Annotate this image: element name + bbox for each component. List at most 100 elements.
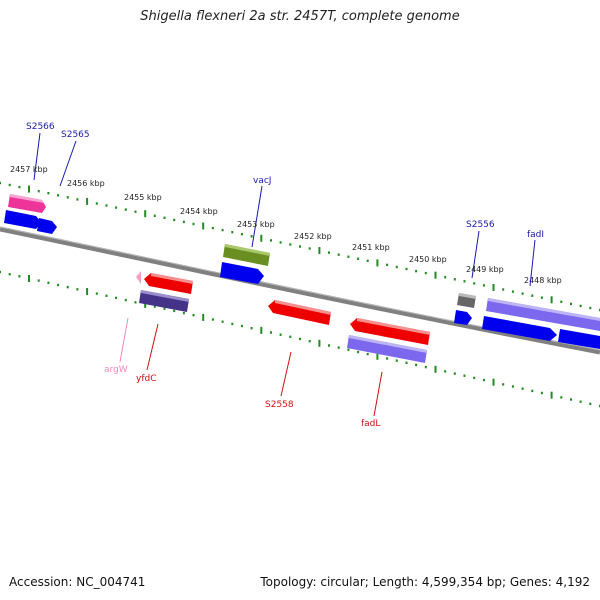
tick-mark (28, 185, 30, 193)
tick-mark (0, 181, 1, 185)
tick-mark (231, 322, 234, 326)
tick-mark (299, 245, 301, 248)
label-S2566[interactable]: S2566 (26, 122, 55, 132)
label-S2556[interactable]: S2556 (466, 220, 495, 230)
tick-mark (560, 396, 563, 399)
tick-mark (105, 204, 108, 207)
label-argW[interactable]: argW (104, 365, 128, 375)
tick-mark (463, 280, 466, 283)
tick-mark (482, 284, 485, 287)
tick-mark (473, 282, 476, 285)
lower-tick-track (0, 270, 600, 408)
tick-mark (415, 269, 418, 273)
tick-mark (482, 378, 485, 382)
tick-mark (105, 294, 108, 297)
tick-mark (366, 259, 369, 262)
gene-S2558[interactable] (268, 300, 331, 325)
tick-mark (463, 374, 466, 377)
tick-mark (250, 235, 253, 238)
tick-mark (95, 202, 98, 205)
tick-mark (66, 285, 69, 289)
tick-mark (144, 210, 147, 218)
tick-mark (192, 222, 195, 226)
tick-mark (357, 257, 360, 260)
gene-fadI[interactable] (486, 298, 600, 331)
gene-blue-5[interactable] (482, 316, 557, 341)
gene-vacJ[interactable] (223, 244, 270, 266)
gene-argW[interactable] (136, 271, 141, 284)
tick-mark (173, 309, 176, 313)
tick-mark (0, 270, 1, 274)
label-fadL[interactable]: fadL (361, 419, 380, 429)
tick-mark (570, 398, 572, 401)
tick-mark (211, 318, 214, 321)
tick-mark (550, 296, 553, 304)
tick-mark (153, 214, 156, 217)
tick-mark (434, 365, 437, 373)
tick-mark (173, 218, 176, 222)
tick-mark (376, 352, 379, 360)
tick-mark (308, 247, 311, 250)
tick-mark (579, 304, 582, 308)
tick-mark (560, 300, 563, 303)
tick-mark (502, 383, 505, 386)
label-yfdC[interactable]: yfdC (136, 374, 157, 384)
gene-yfdC[interactable] (139, 290, 189, 312)
gene-S2556[interactable] (457, 293, 476, 308)
tick-mark (182, 220, 185, 224)
tick-mark (550, 391, 553, 399)
label-vacJ[interactable]: vacJ (253, 176, 271, 186)
tick-mark (57, 194, 60, 197)
tick-mark (37, 279, 40, 282)
tick-mark (289, 243, 292, 246)
label-S2558[interactable]: S2558 (265, 400, 294, 410)
tick-mark (405, 361, 408, 364)
tick-mark (540, 391, 543, 395)
tick-mark (453, 372, 456, 375)
tick-mark (279, 333, 282, 336)
tick-mark (279, 241, 282, 244)
label-S2565[interactable]: S2565 (61, 130, 90, 140)
gene-blue-1[interactable] (4, 210, 41, 229)
tick-mark (270, 239, 272, 242)
kbp-label: 2452 kbp (294, 232, 332, 241)
gene-yfdC-red[interactable] (144, 273, 193, 294)
upper-tick-track (0, 181, 600, 312)
tick-mark (570, 302, 572, 306)
tick-mark (511, 290, 514, 293)
tick-mark (18, 185, 21, 189)
gene-blue-3[interactable] (220, 262, 264, 284)
gene-blue-6[interactable] (558, 329, 600, 349)
tick-mark (521, 387, 524, 390)
tick-mark (153, 305, 156, 308)
gene-fadL[interactable] (347, 335, 427, 363)
topology-text: Topology: circular; Length: 4,599,354 bp… (260, 575, 590, 589)
gene-blue-4[interactable] (454, 310, 472, 325)
kbp-label: 2454 kbp (180, 207, 218, 216)
tick-mark (444, 370, 447, 373)
tick-mark (386, 263, 389, 267)
gene-labels: S2566 S2565 vacJ S2556 fadI argW yfdC S2… (26, 122, 544, 429)
gene-blue-2[interactable] (37, 218, 57, 234)
label-fadI[interactable]: fadI (527, 230, 544, 240)
tick-mark (492, 284, 495, 291)
gene-S2566[interactable] (8, 194, 46, 213)
tick-mark (318, 247, 321, 255)
tick-mark (163, 216, 166, 219)
tick-mark (66, 196, 69, 199)
tick-mark (308, 340, 311, 343)
tick-mark (240, 324, 243, 328)
tick-mark (540, 296, 543, 299)
tick-mark (250, 327, 253, 330)
tick-mark (376, 259, 379, 267)
kbp-label: 2456 kbp (67, 179, 105, 188)
kbp-label: 2450 kbp (409, 255, 447, 264)
kbp-label: 2448 kbp (524, 276, 562, 285)
kbp-label: 2449 kbp (466, 265, 504, 274)
tick-mark (502, 288, 505, 291)
tick-mark (192, 314, 195, 317)
gene-fadL-red[interactable] (350, 318, 430, 345)
tick-mark (589, 306, 592, 310)
label-leaders (33, 132, 536, 417)
tick-mark (395, 265, 398, 269)
